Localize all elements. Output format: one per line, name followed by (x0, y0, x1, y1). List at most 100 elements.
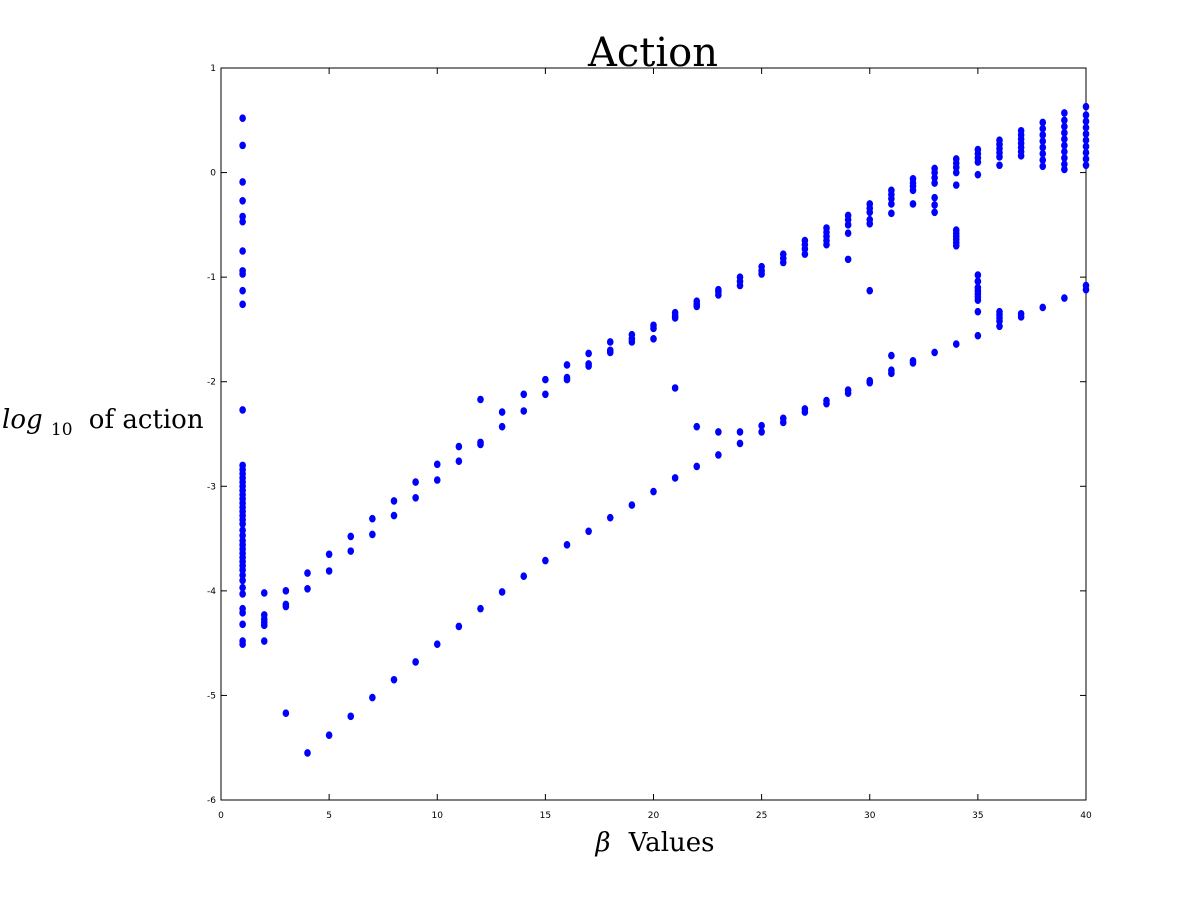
data-point (1061, 129, 1068, 137)
x-axis-label: β Values (595, 828, 715, 858)
data-point (671, 384, 679, 392)
data-point (844, 389, 852, 398)
data-point (563, 375, 571, 384)
data-point (1082, 111, 1090, 119)
data-point (974, 158, 982, 166)
data-point (758, 428, 765, 436)
data-point (455, 442, 463, 451)
x-tick-label: 35 (972, 811, 983, 821)
data-point (1061, 147, 1068, 156)
data-point (866, 208, 874, 217)
data-point (650, 324, 657, 333)
data-point (1082, 142, 1090, 151)
y-tick-label: -1 (207, 273, 216, 283)
data-point (239, 620, 246, 629)
y-tick-label: -5 (207, 691, 216, 701)
data-point (909, 200, 917, 208)
y-axis-label-subscript: 10 (51, 420, 73, 440)
data-point (888, 369, 895, 378)
data-point (952, 340, 960, 348)
data-point (996, 322, 1003, 331)
data-point (1082, 123, 1090, 132)
data-point (823, 240, 830, 249)
data-point (693, 422, 701, 431)
data-point (282, 709, 290, 718)
data-point (260, 637, 268, 645)
data-point (239, 141, 246, 150)
data-point (347, 547, 355, 555)
y-axis-label-prefix: log (2, 405, 43, 435)
data-point (931, 179, 938, 187)
data-point (1082, 155, 1090, 163)
data-point (1061, 165, 1068, 174)
data-point (1082, 117, 1090, 126)
data-point (542, 556, 549, 565)
data-point (239, 217, 246, 226)
data-point (455, 622, 463, 631)
data-point (1061, 154, 1068, 162)
x-tick-label: 40 (1080, 811, 1092, 821)
data-point (498, 408, 506, 416)
data-point (952, 241, 960, 250)
data-point (390, 675, 398, 684)
data-point (433, 460, 441, 469)
y-tick-label: -2 (207, 378, 216, 388)
data-point (844, 221, 852, 229)
plot-area (220, 67, 1087, 801)
data-point (801, 250, 809, 258)
data-point (239, 576, 246, 585)
data-point (304, 584, 311, 593)
data-point (239, 583, 246, 592)
y-axis-label: log 10 of action (2, 405, 204, 442)
x-tick-label: 10 (432, 811, 444, 821)
data-point (260, 621, 268, 630)
data-point (931, 168, 938, 177)
data-point (585, 362, 592, 370)
data-point (974, 271, 982, 279)
data-point (866, 286, 874, 295)
data-point (282, 602, 290, 611)
data-point (412, 478, 419, 486)
data-point (801, 408, 809, 416)
data-point (1082, 136, 1090, 144)
x-tick-label: 0 (218, 811, 224, 821)
data-point (844, 229, 852, 238)
data-point (996, 153, 1003, 161)
data-point (1017, 313, 1025, 321)
data-point (239, 286, 246, 295)
data-point (239, 531, 246, 540)
data-point (671, 474, 679, 482)
data-point (758, 421, 765, 430)
data-point (325, 567, 333, 575)
data-point (931, 193, 938, 202)
data-point (282, 587, 290, 595)
data-point (304, 749, 311, 757)
data-point (952, 181, 960, 189)
data-point (650, 335, 657, 343)
data-point (1082, 130, 1090, 138)
data-point (715, 291, 722, 299)
data-point (239, 300, 246, 309)
data-point (260, 589, 268, 597)
data-point (1017, 152, 1025, 160)
data-point (239, 114, 246, 122)
data-point (455, 457, 463, 465)
data-point (369, 530, 376, 539)
data-point (520, 390, 528, 399)
data-point (931, 201, 938, 209)
data-point (563, 541, 571, 549)
chart-title: Action (587, 30, 718, 76)
data-point (866, 220, 874, 228)
data-point (909, 186, 917, 195)
data-point (498, 422, 506, 431)
data-point (844, 215, 852, 224)
data-point (325, 550, 333, 559)
data-point (606, 338, 614, 346)
data-point (715, 428, 722, 436)
data-point (477, 395, 484, 404)
data-point (1082, 102, 1090, 111)
data-point (974, 296, 982, 304)
data-point (996, 317, 1003, 325)
data-point (1061, 116, 1068, 125)
data-point (1039, 124, 1047, 133)
